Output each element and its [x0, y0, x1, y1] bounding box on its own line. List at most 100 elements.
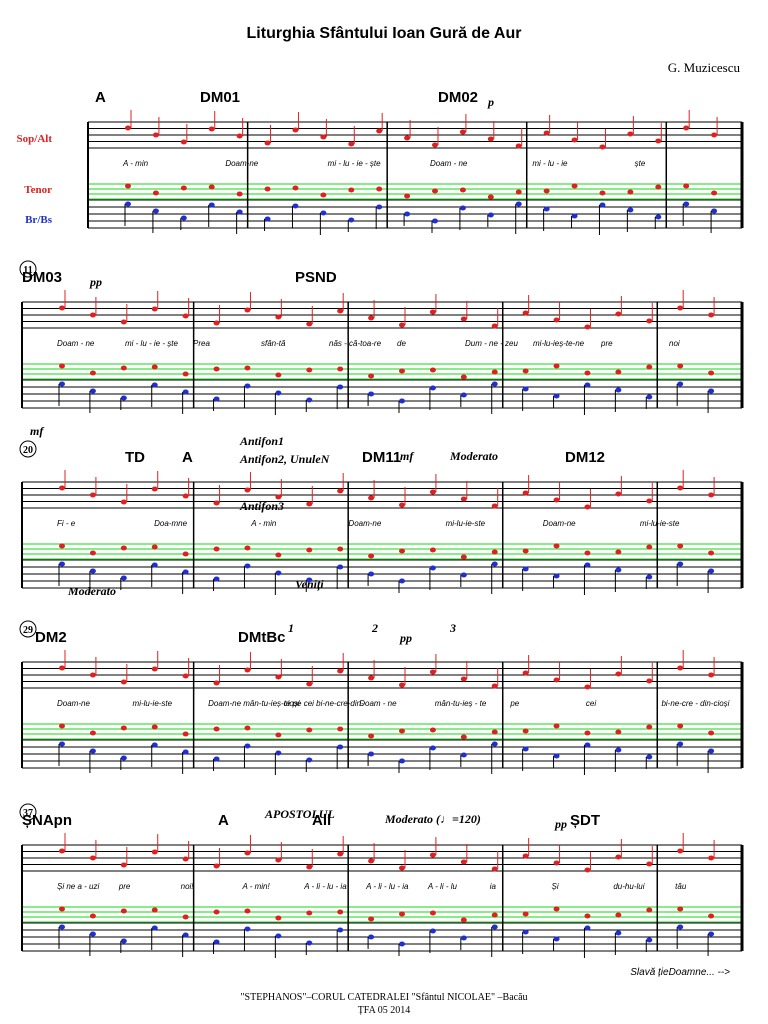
- note: [213, 680, 220, 686]
- note: [584, 925, 591, 931]
- note: [213, 756, 220, 762]
- note: [59, 906, 65, 912]
- lyric: du-hu-lui: [613, 882, 644, 891]
- note: [89, 370, 96, 376]
- note: [584, 684, 591, 690]
- annotation: APOSTOLUL: [264, 807, 335, 821]
- note: [337, 851, 344, 857]
- note: [264, 186, 271, 192]
- note: [711, 132, 718, 138]
- section-marker: PSND: [295, 269, 337, 286]
- note: [522, 853, 529, 859]
- section-marker: DMtBc: [238, 629, 286, 646]
- section-marker: DM11: [362, 449, 401, 466]
- note: [368, 916, 375, 922]
- note: [244, 383, 251, 389]
- note: [553, 860, 560, 866]
- lyric: mi-lu-ie-ste: [133, 699, 173, 708]
- annotation: 3: [449, 621, 456, 635]
- note: [59, 381, 65, 387]
- note: [337, 744, 344, 750]
- note: [487, 136, 494, 142]
- note: [708, 492, 715, 498]
- note: [306, 577, 313, 583]
- note: [275, 674, 282, 680]
- note: [376, 186, 383, 192]
- section-marker: A: [95, 89, 106, 106]
- note: [459, 129, 466, 135]
- note: [708, 913, 715, 919]
- note: [708, 388, 715, 394]
- note: [244, 667, 251, 673]
- note: [151, 382, 158, 388]
- note: [459, 187, 466, 193]
- note: [275, 933, 282, 939]
- note: [306, 757, 313, 763]
- annotation: Veniți: [295, 577, 324, 592]
- note: [491, 369, 498, 375]
- lyric: Și ne a - uzi: [57, 882, 99, 891]
- note: [244, 563, 251, 569]
- note: [584, 742, 591, 748]
- annotation: Antifon2, UnuleN: [239, 452, 331, 466]
- note: [711, 208, 718, 214]
- note: [59, 363, 65, 369]
- note: [180, 215, 187, 221]
- note: [627, 131, 634, 137]
- measure-circle: [19, 620, 37, 638]
- note: [182, 551, 189, 557]
- note: [677, 848, 684, 854]
- note: [59, 543, 65, 549]
- note: [213, 726, 220, 732]
- note: [59, 665, 65, 671]
- note: [599, 144, 606, 150]
- annotation: pp: [89, 275, 102, 289]
- note: [337, 726, 344, 732]
- note: [244, 487, 251, 493]
- note: [213, 546, 220, 552]
- note: [646, 861, 653, 867]
- note: [553, 497, 560, 503]
- note: [677, 906, 684, 912]
- part-label: Br/Bs: [25, 214, 53, 226]
- note: [120, 319, 127, 325]
- note: [89, 312, 96, 318]
- note: [89, 931, 96, 937]
- note: [306, 367, 313, 373]
- note: [491, 381, 498, 387]
- note: [584, 867, 591, 873]
- note: [399, 368, 405, 374]
- note: [571, 183, 578, 189]
- note: [399, 728, 405, 734]
- note: [404, 135, 411, 141]
- note: [522, 490, 529, 496]
- note: [522, 566, 529, 572]
- measure-number: 20: [23, 445, 33, 456]
- note: [275, 857, 282, 863]
- note: [683, 125, 690, 131]
- note: [120, 908, 127, 914]
- note: [460, 752, 467, 758]
- note: [646, 544, 653, 550]
- note: [708, 730, 715, 736]
- note: [429, 367, 436, 373]
- note: [460, 572, 467, 578]
- section-marker: ȘNApn: [22, 812, 72, 829]
- note: [655, 184, 662, 190]
- note: [708, 568, 715, 574]
- note: [432, 142, 438, 148]
- lyric: Doam-ne: [57, 699, 90, 708]
- note: [337, 564, 344, 570]
- note: [429, 669, 436, 675]
- lyric: Doa-mne: [154, 519, 187, 528]
- continuation: Slavă țieDoamne... -->: [630, 967, 730, 978]
- note: [337, 927, 344, 933]
- section-marker: A: [182, 449, 193, 466]
- lyric: Doam-ne: [348, 519, 381, 528]
- note: [368, 733, 375, 739]
- note: [646, 318, 653, 324]
- note: [615, 549, 622, 555]
- note: [275, 390, 282, 396]
- note: [584, 550, 591, 556]
- note: [615, 747, 622, 753]
